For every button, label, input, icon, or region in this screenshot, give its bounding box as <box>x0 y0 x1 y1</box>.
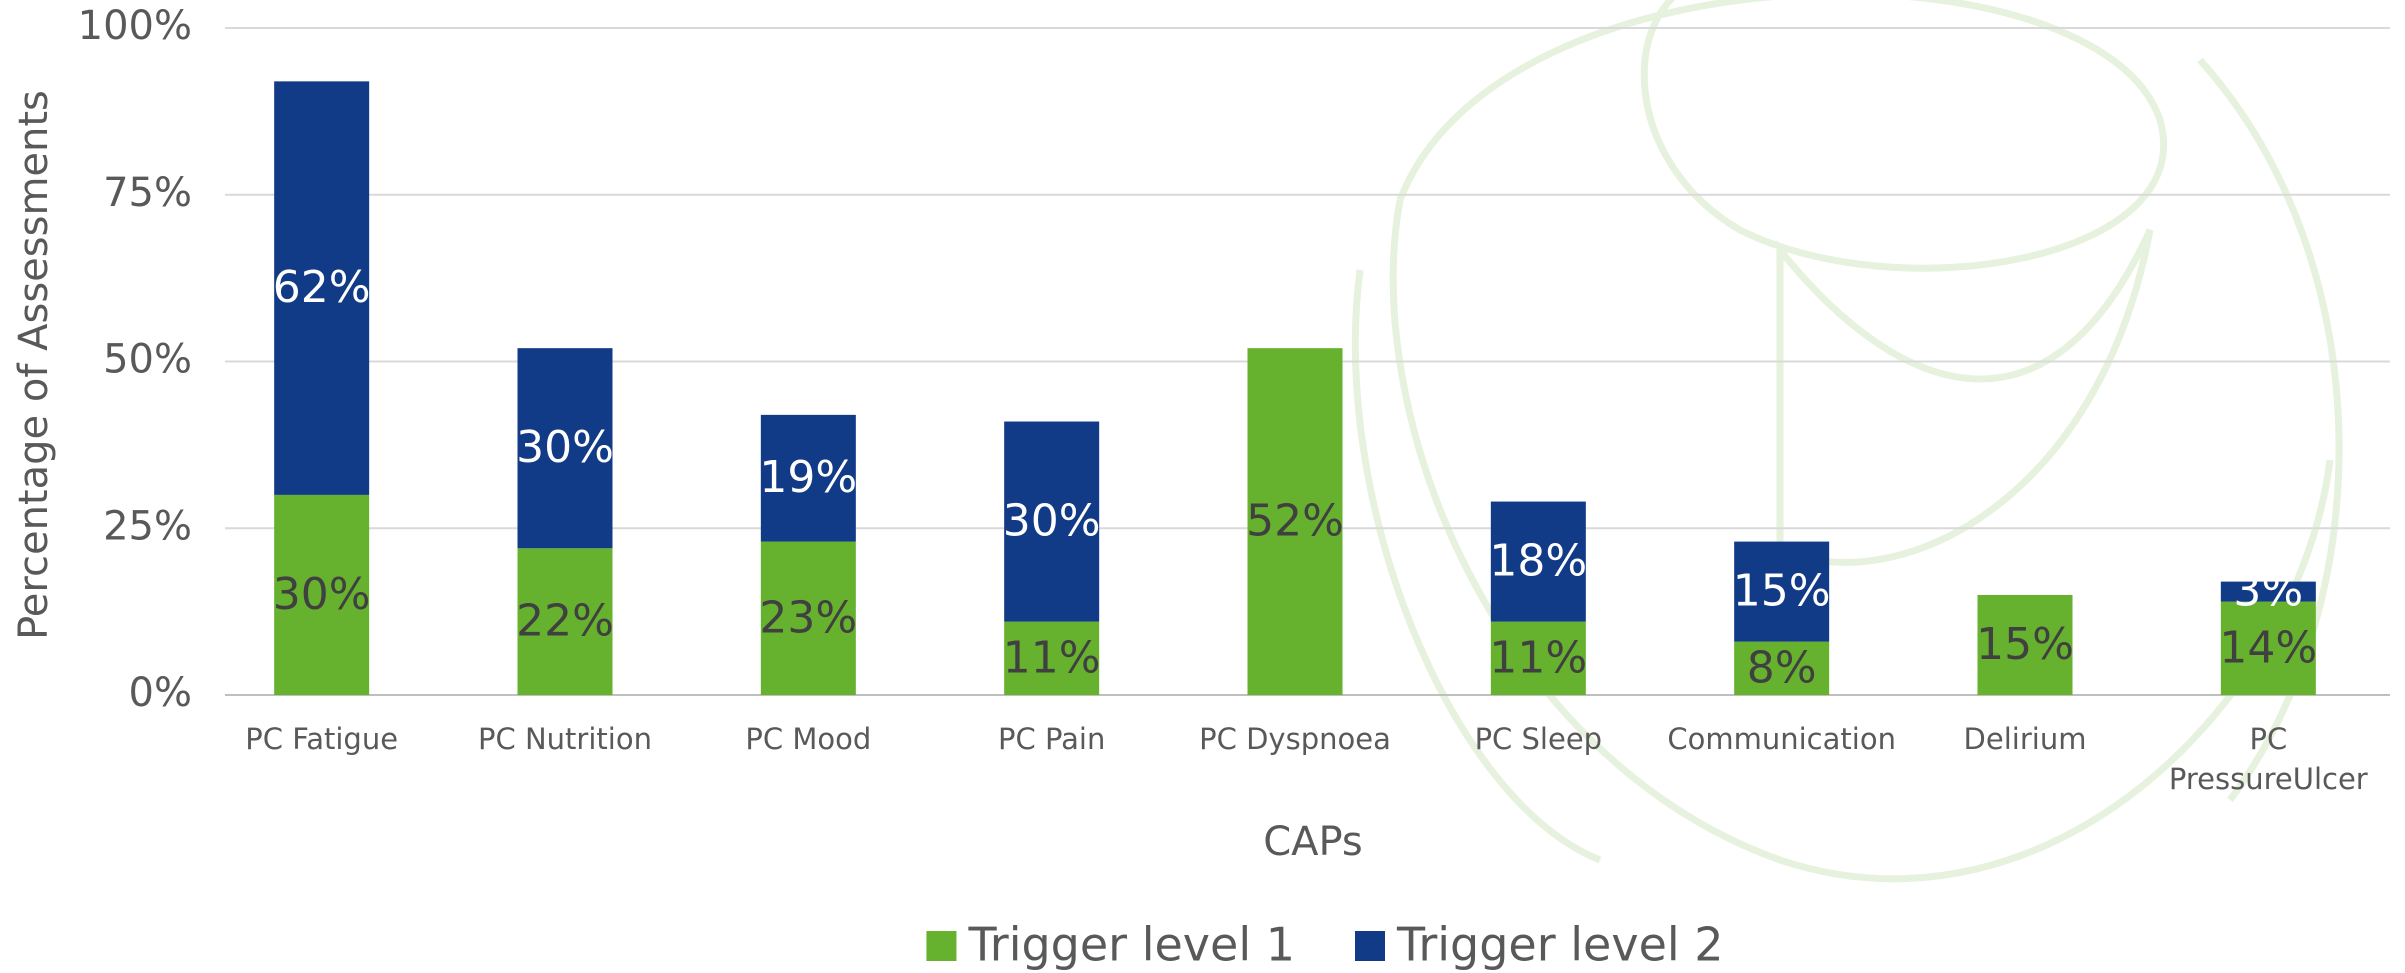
data-label: 30% <box>273 569 371 620</box>
bar-segment <box>274 494 370 695</box>
x-tick-label: PC Nutrition <box>478 722 652 756</box>
x-tick-label: Delirium <box>1964 722 2087 756</box>
y-tick-label: 0% <box>129 670 192 716</box>
x-tick-label: PC Fatigue <box>245 722 398 756</box>
data-label: 62% <box>273 262 371 313</box>
x-tick-label: PC Sleep <box>1475 722 1603 756</box>
bar-segment <box>517 348 613 549</box>
bar-segment <box>1734 641 1830 695</box>
y-tick-label: 25% <box>103 503 192 549</box>
bar-segment <box>1977 594 2073 695</box>
x-tick-label: Communication <box>1667 722 1896 756</box>
bar-segment <box>1004 621 1100 695</box>
data-label: 15% <box>1976 619 2074 670</box>
bar-segment <box>760 414 856 542</box>
y-tick-label: 100% <box>78 3 192 49</box>
data-label: 22% <box>516 596 614 647</box>
bar-segment <box>1490 621 1586 695</box>
y-tick-label: 75% <box>103 170 192 216</box>
bar-segment <box>517 548 613 695</box>
bar-segment <box>1004 421 1100 622</box>
legend-swatch <box>1355 931 1385 961</box>
data-label: 8% <box>1747 642 1817 693</box>
data-label: 18% <box>1489 536 1587 587</box>
data-label: 3% <box>2233 566 2303 617</box>
bar-segment <box>2220 601 2316 695</box>
data-label: 14% <box>2219 622 2317 673</box>
bar-segment <box>2220 581 2316 602</box>
x-tick-label: PC Pain <box>998 722 1105 756</box>
bar-segment <box>760 541 856 695</box>
data-label: 23% <box>759 592 857 643</box>
bar-segment <box>1490 501 1586 622</box>
x-axis-title: CAPs <box>1263 819 1363 865</box>
data-label: 52% <box>1246 496 1344 547</box>
data-label: 11% <box>1489 632 1587 683</box>
legend-label: Trigger level 1 <box>967 918 1295 972</box>
x-tick-label: PC PressureUlcer <box>2169 722 2368 796</box>
bar-segment <box>1247 348 1343 695</box>
data-label: 30% <box>516 422 614 473</box>
x-tick-label: PC Dyspnoea <box>1199 722 1391 756</box>
x-tick-label: PC Mood <box>745 722 871 756</box>
bar-segment <box>274 81 370 495</box>
y-tick-label: 50% <box>103 337 192 383</box>
data-label: 15% <box>1733 566 1831 617</box>
legend-label: Trigger level 2 <box>1396 918 1724 972</box>
data-label: 30% <box>1003 496 1101 547</box>
legend: Trigger level 1 Trigger level 2 <box>926 918 1724 972</box>
data-label: 19% <box>759 452 857 503</box>
legend-swatch <box>926 931 957 961</box>
data-label: 11% <box>1003 632 1101 683</box>
y-axis-title: Percentage of Assessments <box>11 90 57 640</box>
bar-segment <box>1734 541 1830 642</box>
